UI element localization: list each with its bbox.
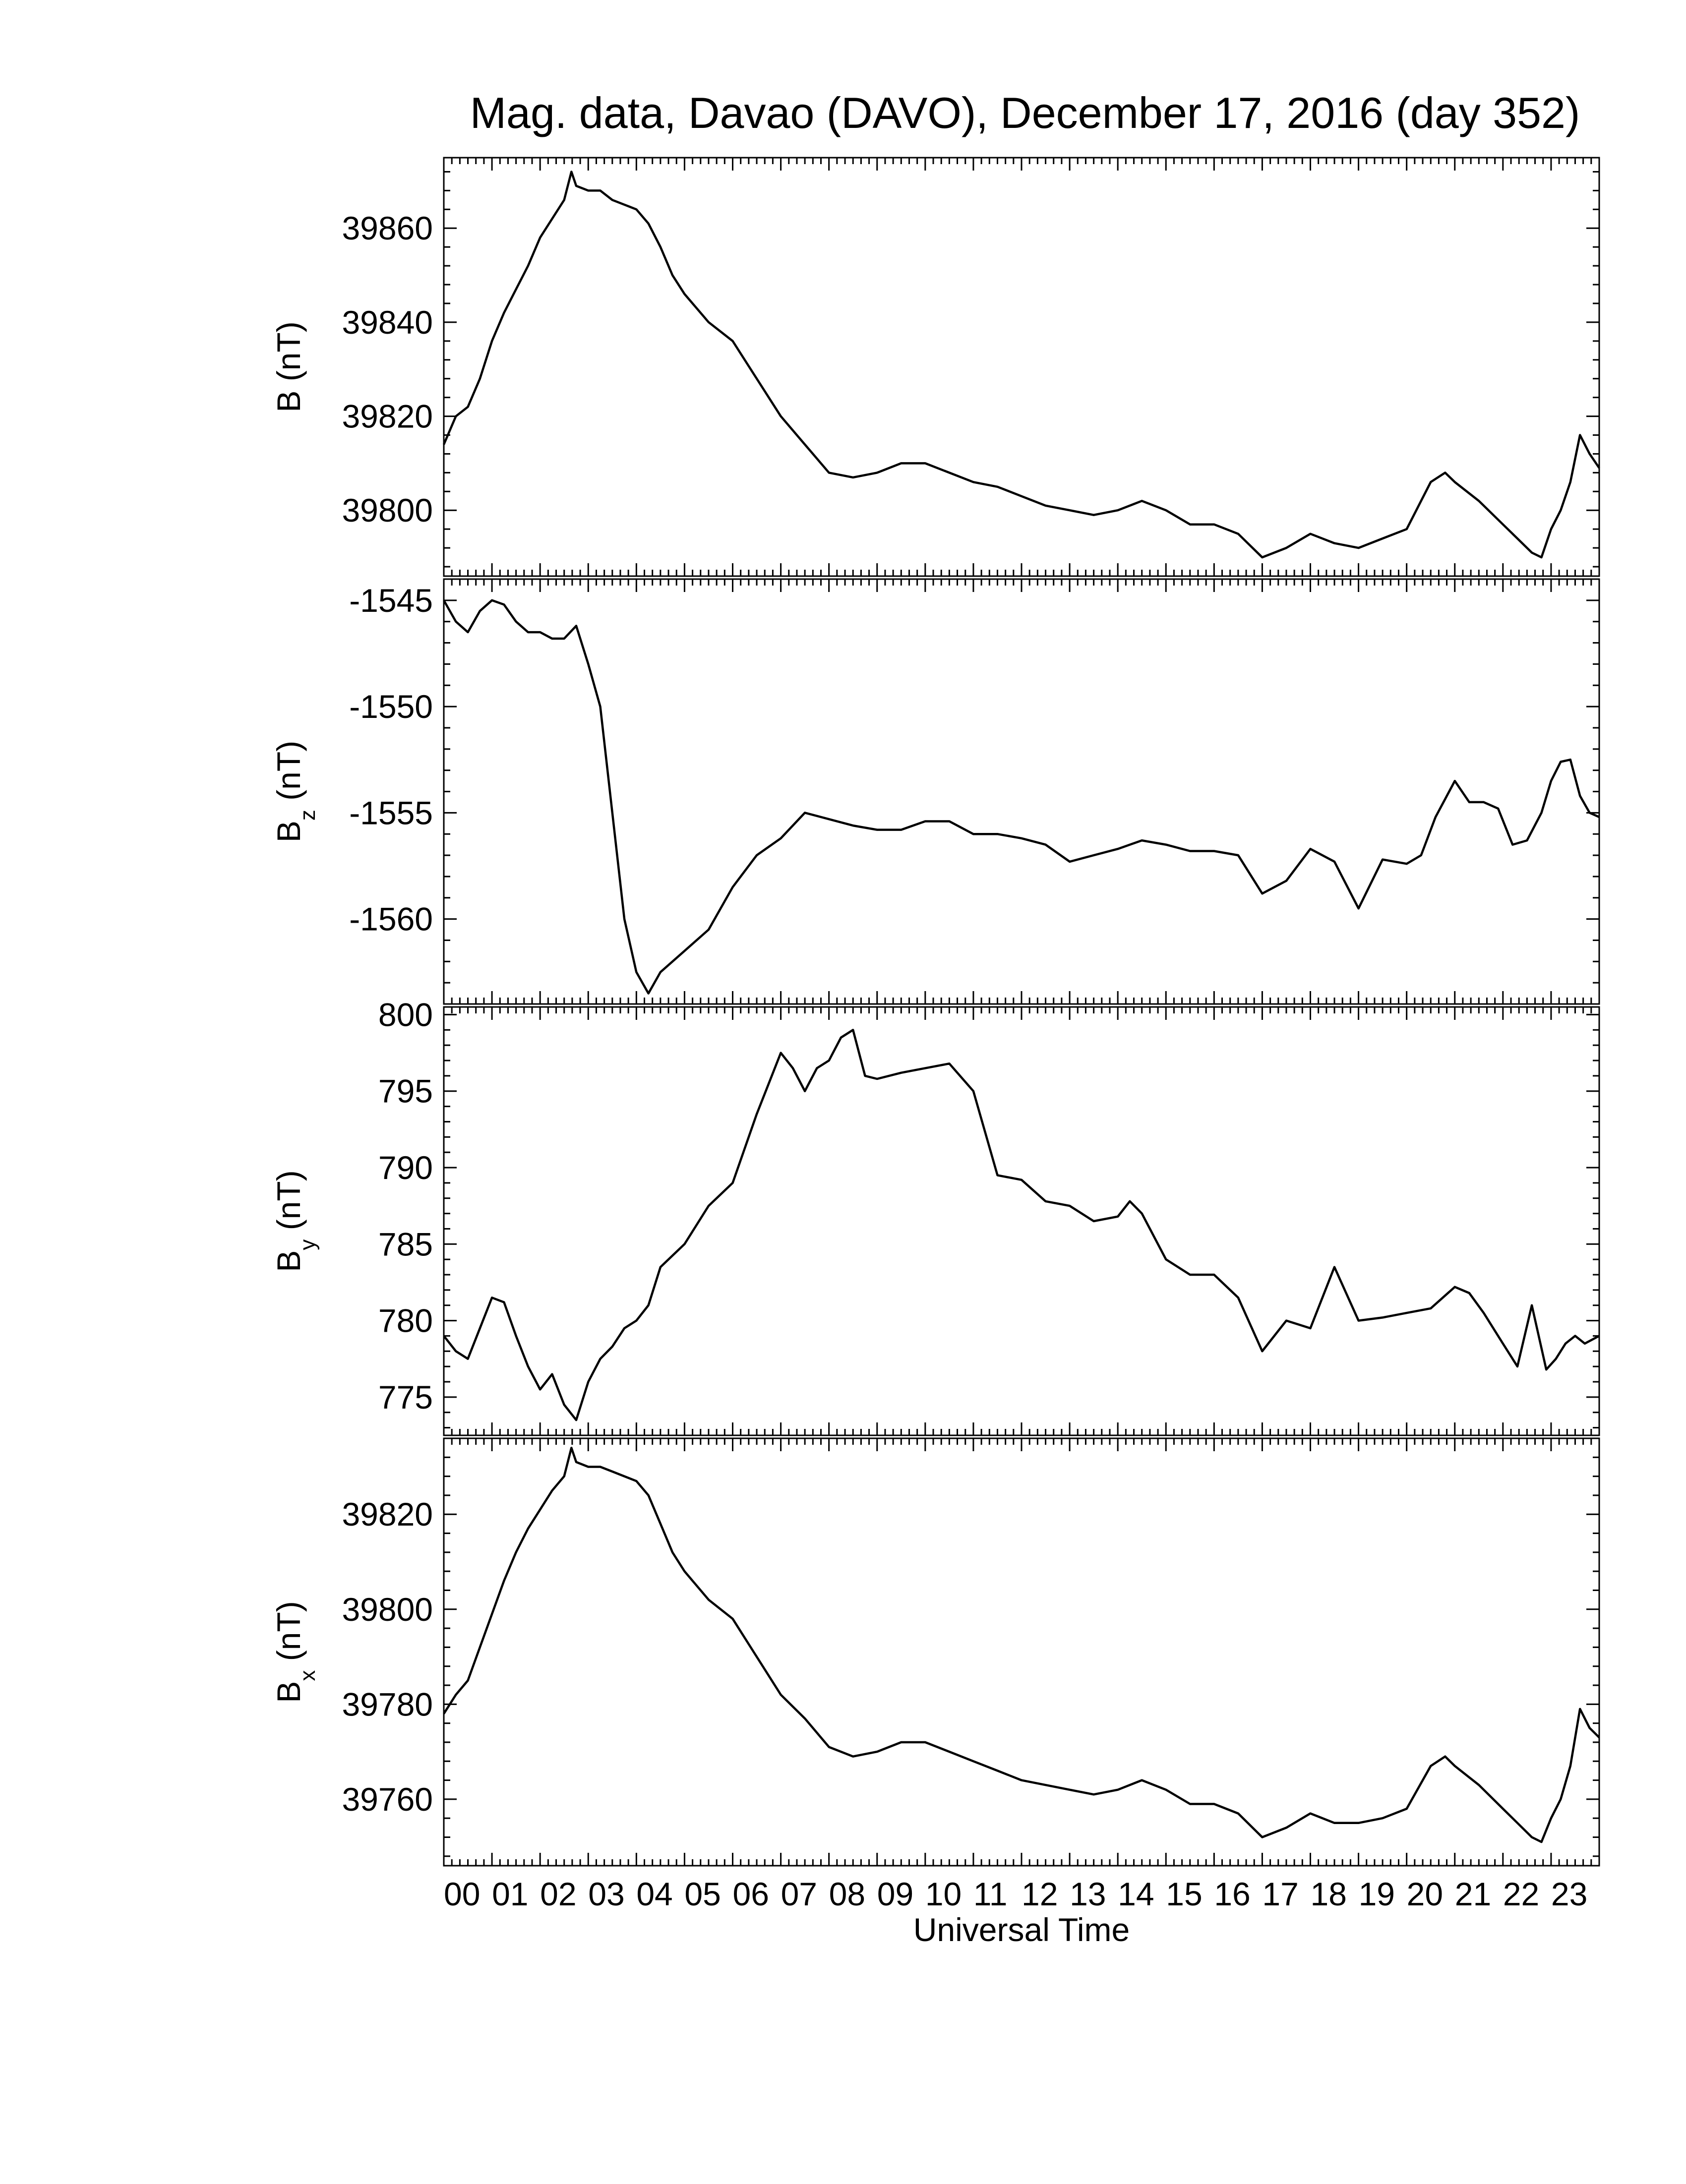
series-line-Bx <box>443 1446 1600 1843</box>
y-axis-label-symbol: B <box>270 821 307 842</box>
y-axis-label: Bz (nT) <box>270 741 320 842</box>
y-tick-label: 785 <box>378 1226 433 1262</box>
x-tick-label: 05 <box>684 1876 721 1912</box>
x-tick-label: 19 <box>1359 1876 1395 1912</box>
panel-frame <box>443 157 1600 577</box>
panels: 39800 39820 39840 39860 B (nT) -1545 -1550 -155… <box>270 157 1600 1867</box>
x-tick-label: 08 <box>829 1876 865 1912</box>
panel-By: 775 780 785 790 795 800 By (nT) <box>270 996 1600 1436</box>
y-tick-label: 795 <box>378 1073 433 1110</box>
y-tick-label: -1560 <box>349 901 433 938</box>
x-tick-label: 02 <box>540 1876 576 1912</box>
x-tick-label: 03 <box>588 1876 624 1912</box>
series-line-Bz <box>443 599 1600 995</box>
x-tick-label: 21 <box>1455 1876 1491 1912</box>
x-tick-label: 09 <box>877 1876 913 1912</box>
y-axis-label-subscript: x <box>296 1670 320 1681</box>
y-axis-label: By (nT) <box>270 1170 320 1272</box>
y-axis-label-unit: (nT) <box>270 1170 307 1239</box>
x-tick-label: 15 <box>1166 1876 1202 1912</box>
y-tick-label: 39860 <box>342 210 433 246</box>
y-tick-label: 39840 <box>342 304 433 341</box>
y-tick-label: 800 <box>378 996 433 1033</box>
y-tick-label: 39800 <box>342 492 433 529</box>
y-tick-label: 39780 <box>342 1686 433 1722</box>
x-tick-label: 22 <box>1503 1876 1539 1912</box>
y-tick-label: 780 <box>378 1302 433 1339</box>
x-tick-label: 01 <box>492 1876 528 1912</box>
x-tick-label: 23 <box>1551 1876 1587 1912</box>
y-axis-label-symbol: B <box>270 1250 307 1272</box>
y-axis-label-subscript: y <box>296 1240 320 1250</box>
y-tick-label: 39760 <box>342 1781 433 1818</box>
chart-title: Mag. data, Davao (DAVO), December 17, 20… <box>470 88 1580 137</box>
x-tick-label: 12 <box>1022 1876 1058 1912</box>
panel-frame <box>443 1437 1600 1867</box>
y-axis-label: B (nT) <box>270 321 307 412</box>
panel-Bx: 39760 39780 39800 39820 Bx (nT) <box>270 1437 1600 1867</box>
x-tick-label: 11 <box>973 1876 1008 1912</box>
x-tick-label: 16 <box>1214 1876 1250 1912</box>
x-tick-labels: 00 01 02 03 04 05 06 07 08 09 10 11 12 13 14 15 16 17 18 19… <box>444 1876 1587 1912</box>
panel-frame <box>443 578 1600 1005</box>
x-tick-label: 00 <box>444 1876 480 1912</box>
y-axis-label-unit: (nT) <box>270 1601 307 1670</box>
x-tick-label: 04 <box>636 1876 672 1912</box>
y-tick-label: 39820 <box>342 398 433 435</box>
y-axis-label: Bx (nT) <box>270 1601 320 1703</box>
y-axis-label-symbol: B <box>270 391 307 413</box>
x-tick-label: 18 <box>1311 1876 1347 1912</box>
y-axis-label-subscript: z <box>296 810 320 821</box>
y-axis-label-unit: (nT) <box>270 321 307 390</box>
y-tick-label: -1550 <box>349 688 433 725</box>
series-line-B <box>442 171 1600 559</box>
y-axis-label-symbol: B <box>270 1681 307 1703</box>
y-tick-label: -1545 <box>349 582 433 619</box>
x-tick-label: 14 <box>1118 1876 1154 1912</box>
y-tick-label: 790 <box>378 1149 433 1186</box>
x-tick-label: 17 <box>1262 1876 1298 1912</box>
panel-frame <box>443 1006 1600 1436</box>
y-tick-label: -1555 <box>349 794 433 831</box>
y-tick-label: 775 <box>378 1379 433 1416</box>
y-tick-label: 39820 <box>342 1496 433 1533</box>
x-axis-label: Universal Time <box>913 1911 1130 1948</box>
y-tick-label: 39800 <box>342 1591 433 1628</box>
panel-B: 39800 39820 39840 39860 B (nT) <box>270 157 1600 577</box>
x-tick-label: 07 <box>781 1876 817 1912</box>
x-tick-label: 20 <box>1407 1876 1443 1912</box>
y-axis-label-unit: (nT) <box>270 741 307 810</box>
x-tick-label: 06 <box>733 1876 769 1912</box>
x-tick-label: 10 <box>925 1876 962 1912</box>
x-tick-label: 13 <box>1070 1876 1106 1912</box>
panel-Bz: -1545 -1550 -1555 -1560 Bz (nT) <box>270 578 1600 1005</box>
series-line-By <box>443 1029 1600 1421</box>
